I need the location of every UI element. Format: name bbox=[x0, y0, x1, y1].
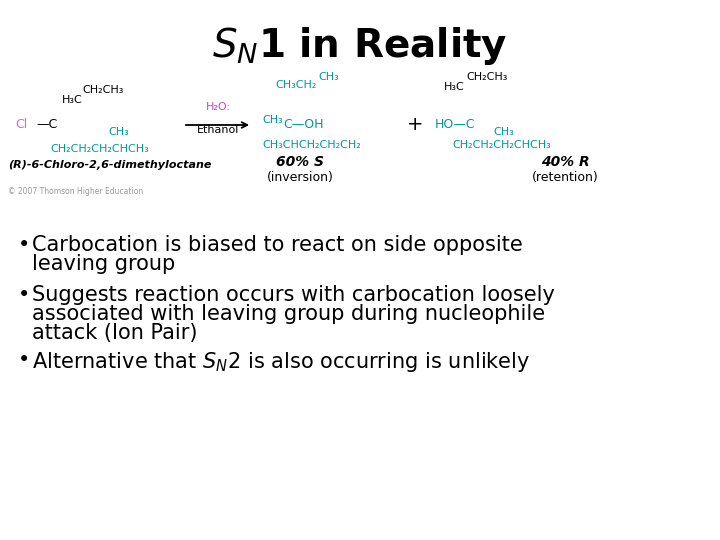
Text: H₃C: H₃C bbox=[444, 82, 464, 92]
Text: HO—C: HO—C bbox=[435, 118, 475, 131]
Text: Suggests reaction occurs with carbocation loosely: Suggests reaction occurs with carbocatio… bbox=[32, 285, 555, 305]
Text: Ethanol: Ethanol bbox=[197, 125, 239, 135]
Text: 60% S: 60% S bbox=[276, 155, 324, 169]
Text: 40% R: 40% R bbox=[541, 155, 589, 169]
Text: CH₃CH₂: CH₃CH₂ bbox=[275, 80, 316, 90]
Text: +: + bbox=[407, 114, 423, 133]
Text: Alternative that $S_N$2 is also occurring is unlikely: Alternative that $S_N$2 is also occurrin… bbox=[32, 350, 531, 374]
Text: CH₂CH₃: CH₂CH₃ bbox=[82, 85, 123, 95]
Text: C—OH: C—OH bbox=[283, 118, 323, 132]
Text: •: • bbox=[18, 350, 30, 370]
Text: CH₃: CH₃ bbox=[262, 115, 283, 125]
Text: •: • bbox=[18, 285, 30, 305]
Text: CH₃: CH₃ bbox=[318, 72, 338, 82]
Text: CH₃CHCH₂CH₂CH₂: CH₃CHCH₂CH₂CH₂ bbox=[262, 140, 361, 150]
Text: attack (Ion Pair): attack (Ion Pair) bbox=[32, 323, 197, 343]
Text: CH₂CH₃: CH₂CH₃ bbox=[466, 72, 508, 82]
Text: associated with leaving group during nucleophile: associated with leaving group during nuc… bbox=[32, 304, 545, 324]
Text: (retention): (retention) bbox=[531, 171, 598, 184]
Text: H₃C: H₃C bbox=[62, 95, 83, 105]
Text: CH₃: CH₃ bbox=[493, 127, 514, 137]
Text: (R)-6-Chloro-2,6-dimethyloctane: (R)-6-Chloro-2,6-dimethyloctane bbox=[8, 160, 212, 170]
Text: H₂O:: H₂O: bbox=[205, 102, 230, 112]
Text: (inversion): (inversion) bbox=[266, 171, 333, 184]
Text: CH₃: CH₃ bbox=[108, 127, 129, 137]
Text: CH₂CH₂CH₂CHCH₃: CH₂CH₂CH₂CHCH₃ bbox=[452, 140, 551, 150]
Text: leaving group: leaving group bbox=[32, 254, 175, 274]
Text: $S_N$1 in Reality: $S_N$1 in Reality bbox=[212, 25, 508, 67]
Text: Cl: Cl bbox=[15, 118, 27, 132]
Text: •: • bbox=[18, 235, 30, 255]
Text: © 2007 Thomson Higher Education: © 2007 Thomson Higher Education bbox=[8, 187, 143, 197]
Text: Carbocation is biased to react on side opposite: Carbocation is biased to react on side o… bbox=[32, 235, 523, 255]
Text: —C: —C bbox=[36, 118, 58, 132]
Text: CH₂CH₂CH₂CHCH₃: CH₂CH₂CH₂CHCH₃ bbox=[50, 144, 149, 154]
